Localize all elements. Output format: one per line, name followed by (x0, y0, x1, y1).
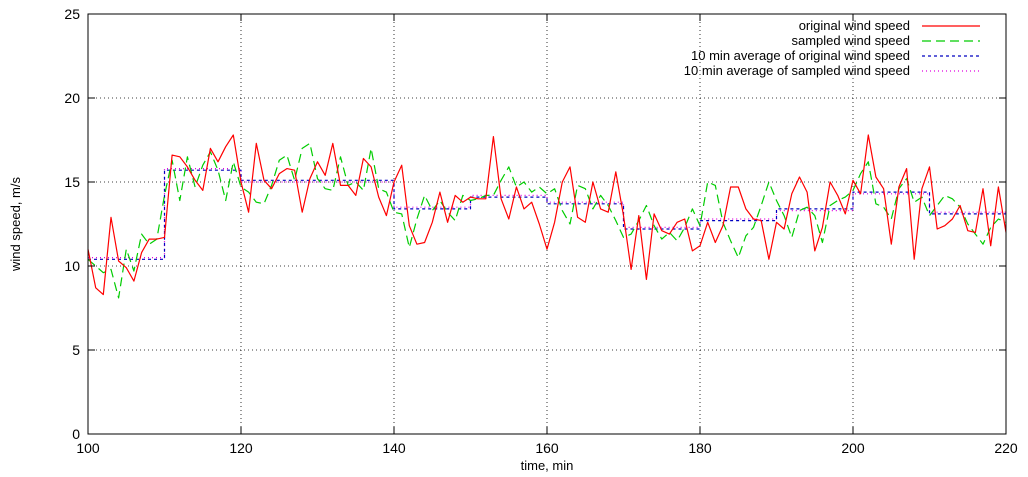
y-tick-label: 5 (72, 342, 80, 358)
x-tick-label: 160 (535, 440, 559, 456)
legend-label-3: 10 min average of original wind speed (691, 48, 910, 63)
legend-label-2: sampled wind speed (791, 33, 910, 48)
x-tick-label: 220 (994, 440, 1018, 456)
series-line-1 (87, 134, 1007, 296)
x-axis-label: time, min (521, 458, 574, 473)
axis-ticks: 100 120 140 160 180 200 220 0 5 10 15 20 25 (64, 6, 1017, 456)
x-tick-label: 100 (76, 440, 100, 456)
legend-label-4: 10 min average of sampled wind speed (684, 63, 910, 78)
series-lines (87, 134, 1007, 299)
x-tick-label: 180 (688, 440, 712, 456)
x-tick-label: 140 (382, 440, 406, 456)
x-tick-label: 200 (841, 440, 865, 456)
series-line-3 (88, 169, 1006, 260)
legend-label-1: original wind speed (799, 18, 910, 33)
y-tick-label: 0 (72, 426, 80, 442)
x-tick-label: 120 (229, 440, 253, 456)
y-tick-label: 15 (64, 174, 80, 190)
series-line-2 (87, 142, 1007, 299)
y-axis-label: wind speed, m/s (8, 177, 23, 272)
y-tick-label: 20 (64, 90, 80, 106)
y-tick-label: 25 (64, 6, 80, 22)
y-tick-label: 10 (64, 258, 80, 274)
